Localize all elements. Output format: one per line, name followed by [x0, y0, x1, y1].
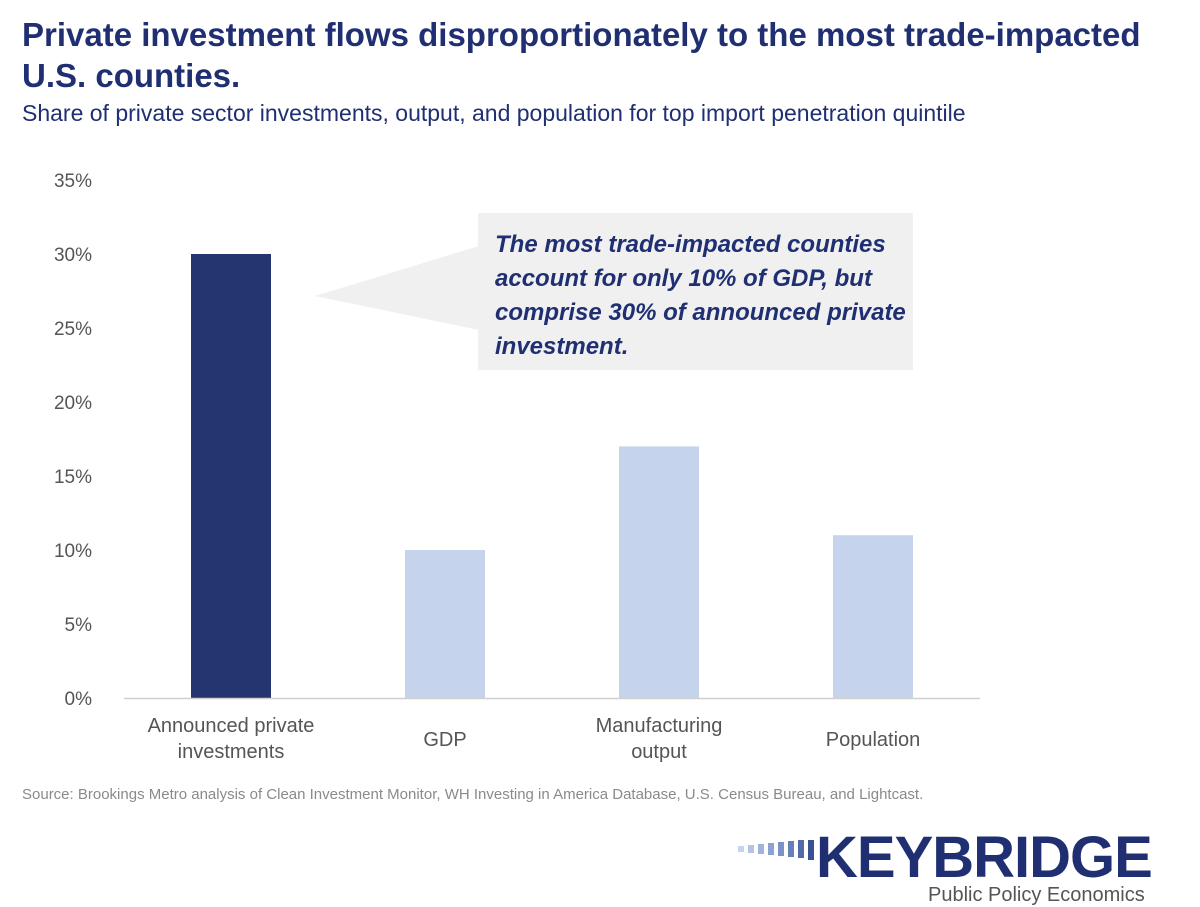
source-note: Source: Brookings Metro analysis of Clea…	[22, 786, 924, 803]
bar-series	[191, 254, 913, 698]
callout-box	[478, 213, 913, 370]
y-tick-label: 30%	[54, 245, 92, 266]
y-tick-label: 0%	[65, 689, 93, 710]
x-category-label: Announced private investments	[148, 715, 315, 763]
x-category-label: Manufacturing output	[596, 715, 723, 763]
bar	[191, 254, 271, 698]
keybridge-logo: KEYBRIDGE Public Policy Economics	[738, 826, 1158, 906]
bar	[833, 535, 913, 698]
chart-subtitle: Share of private sector investments, out…	[22, 100, 966, 126]
y-axis: 0% 5% 10% 15% 20% 25% 30% 35%	[54, 171, 92, 710]
y-tick-label: 5%	[65, 615, 93, 636]
bar-chart: 0% 5% 10% 15% 20% 25% 30% 35% Announced private…	[54, 171, 980, 763]
callout-annotation: The most trade-impacted counties account…	[495, 231, 906, 360]
y-tick-label: 35%	[54, 171, 92, 192]
chart-title: Private investment flows disproportionat…	[22, 16, 1141, 94]
logo-wordmark: KEYBRIDGE	[816, 825, 1153, 890]
y-tick-label: 10%	[54, 541, 92, 562]
y-tick-label: 20%	[54, 393, 92, 414]
y-tick-label: 25%	[54, 319, 92, 340]
logo-tagline: Public Policy Economics	[928, 884, 1145, 906]
x-axis: Announced private investments GDP Manufactu…	[148, 715, 921, 763]
logo-bars-icon	[738, 840, 814, 860]
bar	[405, 550, 485, 698]
bar	[619, 446, 699, 698]
callout-pointer	[315, 246, 479, 330]
x-category-label: Population	[826, 729, 921, 751]
x-category-label: GDP	[423, 729, 466, 751]
y-tick-label: 15%	[54, 467, 92, 488]
